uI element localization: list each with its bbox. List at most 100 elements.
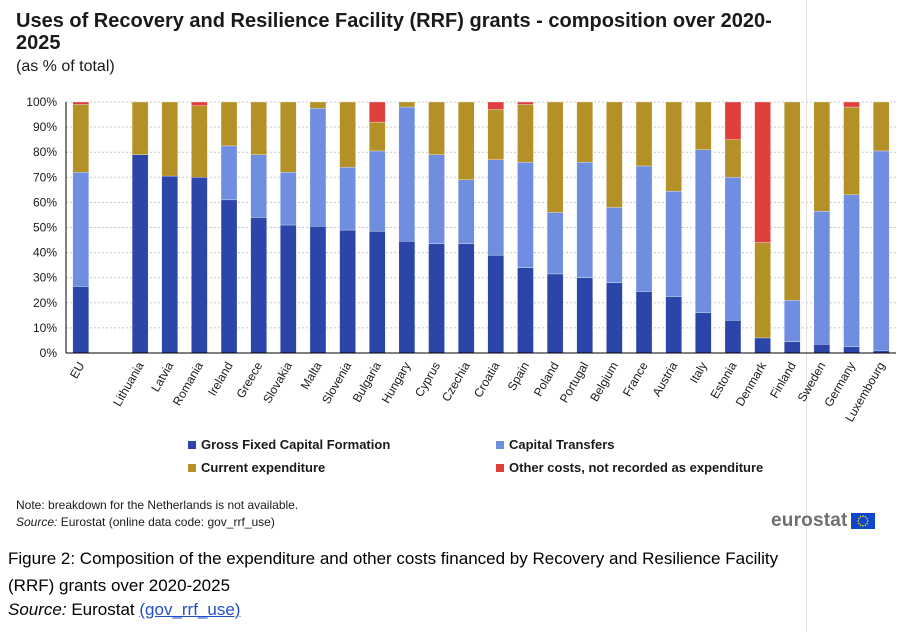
bar-segment [665, 296, 682, 354]
bar-segment [280, 224, 297, 354]
bar-segment [131, 154, 149, 354]
x-tick-label: Spain [505, 360, 532, 394]
x-tick-label: Finland [767, 360, 799, 401]
bar-segment [487, 159, 504, 256]
note-source: Source: Eurostat (online data code: gov_… [16, 514, 298, 531]
bar-segment [724, 101, 742, 140]
bar-segment [606, 101, 623, 208]
bar-segment [458, 101, 475, 180]
bar-segment [487, 254, 504, 354]
bar-segment [72, 101, 89, 105]
bar-segment [606, 282, 623, 354]
bar-segment [369, 231, 386, 354]
bar-segment [843, 106, 860, 196]
bar-segment [280, 101, 297, 173]
stacked-bar-chart: 0% 10% 20% 30% 40% 50% 60% 70% 80% 90% 100% EU Lithu… [26, 95, 896, 424]
bar-segment [487, 101, 504, 110]
page-divider-line [806, 0, 807, 632]
figure-source: Source: Eurostat (gov_rrf_use) [8, 600, 240, 620]
bar-segment [517, 162, 534, 268]
bar-segment [695, 101, 712, 150]
bar-segment [339, 229, 356, 354]
x-tick-label: Belgium [587, 360, 621, 405]
bar-segment [309, 108, 327, 227]
bar-segment [428, 154, 445, 244]
bar-segment [250, 101, 267, 155]
x-tick-label: Portugal [557, 360, 591, 406]
y-tick-label: 80% [33, 145, 57, 159]
x-tick-label: Slovakia [260, 359, 295, 406]
bar-segment [369, 101, 386, 123]
x-tick-label: Greece [233, 359, 265, 400]
bar-segment [517, 267, 534, 354]
x-tick-label: Croatia [471, 359, 503, 400]
bar-segment [309, 226, 327, 354]
legend-label-capital-transfers: Capital Transfers [509, 437, 615, 452]
bar-segment [487, 109, 504, 160]
bar-segment [784, 341, 801, 354]
bar-segment [458, 179, 475, 244]
note-text: Note: breakdown for the Netherlands is n… [16, 498, 299, 512]
legend-swatch-other-costs [496, 463, 504, 472]
bar-segment [309, 101, 327, 109]
legend-item-other-costs: Other costs, not recorded as expenditure [496, 460, 763, 475]
bar-segment [873, 101, 890, 152]
y-tick-label: 60% [33, 195, 57, 209]
x-tick-label: Hungary [379, 360, 414, 406]
bar-segment [576, 101, 593, 163]
bar-segment [843, 101, 860, 108]
legend-swatch-current-expenditure [188, 463, 196, 472]
bar-segment [813, 344, 831, 354]
x-tick-label: Ireland [205, 360, 235, 399]
y-tick-label: 10% [33, 321, 57, 335]
note-source-label: Source: [16, 515, 58, 529]
y-tick-label: 90% [33, 120, 57, 134]
bar-segment [191, 105, 208, 178]
bar-segment [131, 101, 149, 155]
bar-segment [724, 139, 742, 178]
x-tick-label: Italy [687, 360, 710, 386]
bar-segment [813, 101, 831, 212]
bar-segment [398, 106, 416, 242]
y-tick-label: 100% [26, 95, 57, 109]
bar-segment [339, 167, 356, 231]
x-tick-label: Malta [298, 359, 325, 392]
legend-label-current-expenditure: Current expenditure [201, 460, 326, 475]
bar-segment [784, 101, 801, 301]
x-tick-label: Slovenia [319, 359, 354, 406]
bar-segment [517, 101, 534, 105]
logo-text: eurostat [771, 510, 848, 531]
bar-segment [695, 149, 712, 313]
bar-segment [369, 121, 386, 152]
bar-segment [458, 243, 475, 354]
y-tick-label: 40% [33, 246, 57, 260]
bar-segment [161, 101, 178, 177]
source-link[interactable]: (gov_rrf_use) [139, 600, 241, 619]
x-tick-label: Latvia [148, 359, 176, 394]
bar-segment [635, 291, 653, 354]
y-tick-label: 20% [33, 296, 57, 310]
bar-segment [428, 243, 445, 354]
bar-segment [754, 101, 771, 243]
bar-segment [784, 300, 801, 342]
x-tick-label: Lithuania [110, 359, 147, 408]
x-tick-label: Czechia [439, 359, 473, 404]
bar-segment [724, 177, 742, 321]
y-tick-label: 0% [40, 346, 58, 360]
bar-segment [665, 190, 682, 297]
bar-segment [724, 320, 742, 354]
bar-segment [635, 101, 653, 167]
bar-segment [606, 207, 623, 283]
bar-segment [576, 277, 593, 354]
bar-segment [250, 217, 267, 354]
bar-segment [754, 242, 771, 339]
bar-segment [220, 145, 238, 201]
figure-caption: Figure 2: Composition of the expenditure… [8, 549, 779, 595]
chart-title: Uses of Recovery and Resilience Facility… [16, 10, 772, 54]
bar-segment [576, 162, 593, 278]
bar-segment [369, 150, 386, 232]
bar-segment [280, 172, 297, 226]
bar-segment [843, 194, 860, 347]
legend-label-gfcf: Gross Fixed Capital Formation [201, 437, 391, 452]
bar-segment [695, 312, 712, 354]
